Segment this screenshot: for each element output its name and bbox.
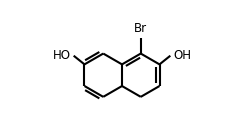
Text: Br: Br <box>134 22 147 35</box>
Text: OH: OH <box>174 49 192 62</box>
Text: HO: HO <box>52 49 70 62</box>
